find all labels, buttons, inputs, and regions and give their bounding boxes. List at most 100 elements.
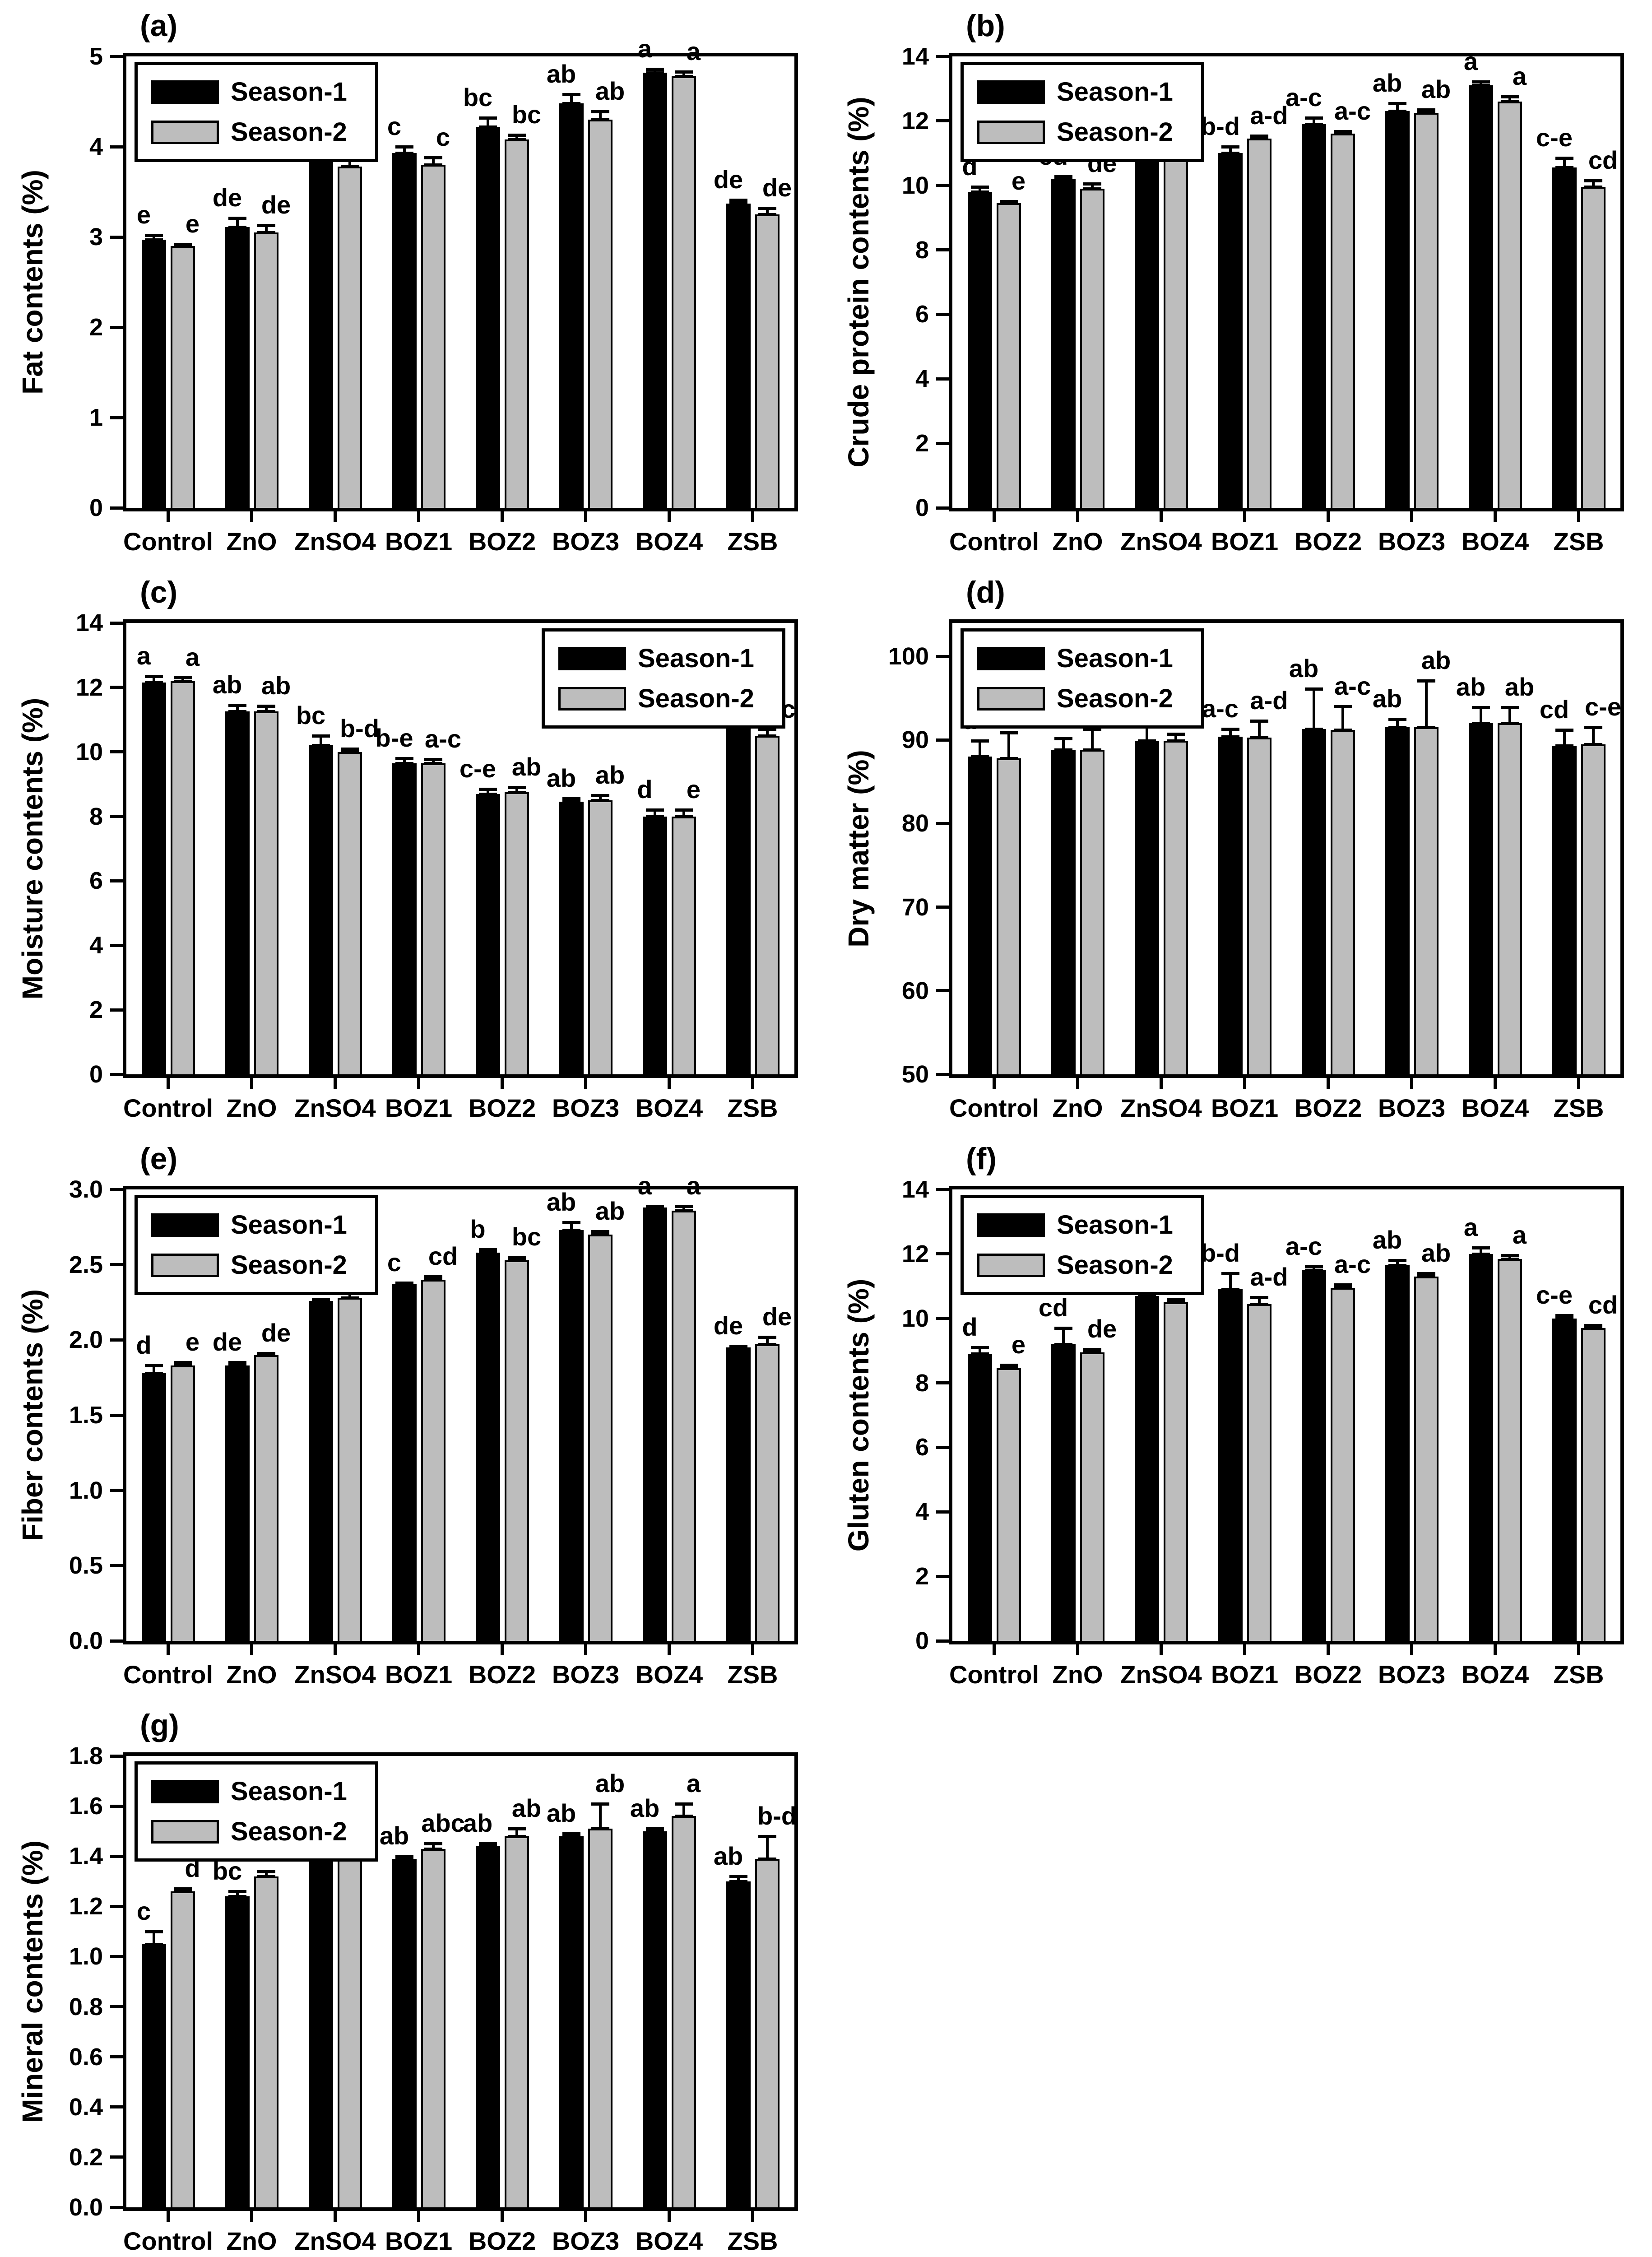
error-bar-cap-top xyxy=(591,1230,609,1234)
y-tick xyxy=(110,145,123,149)
sig-letter-g-s1-zsb: ab xyxy=(713,1841,743,1870)
bar-g-s2-boz4 xyxy=(671,1816,696,2207)
y-tick-label: 4 xyxy=(915,1498,929,1526)
error-bar-cap-bottom xyxy=(257,1875,275,1878)
sig-letter-f-s2-control: e xyxy=(1011,1330,1026,1359)
error-bar-cap-bottom xyxy=(1221,152,1239,155)
x-tick xyxy=(1577,511,1580,522)
x-tick xyxy=(993,511,996,522)
y-tick-label: 2 xyxy=(89,314,103,341)
x-tick-label-znso4: ZnSO4 xyxy=(294,1094,376,1122)
error-bar-cap-top xyxy=(591,110,609,113)
x-tick xyxy=(334,1644,337,1655)
error-bar-cap-top xyxy=(758,207,776,210)
bar-c-s2-boz4 xyxy=(671,816,696,1074)
x-tick xyxy=(417,511,420,522)
error-bar xyxy=(978,741,981,757)
error-bar xyxy=(515,787,518,792)
sig-letter-f-s1-boz2: a-c xyxy=(1285,1232,1322,1261)
y-tick xyxy=(936,906,949,909)
error-bar xyxy=(152,1931,155,1944)
legend-label-season2: Season-2 xyxy=(1057,684,1173,713)
y-tick-label: 70 xyxy=(901,893,929,921)
error-bar xyxy=(432,1844,435,1849)
y-tick xyxy=(936,738,949,742)
error-bar-cap-bottom xyxy=(1417,726,1435,729)
error-bar-cap-bottom xyxy=(1388,1263,1406,1267)
error-bar-cap-bottom xyxy=(257,710,275,714)
sig-letter-d-s1-boz2: ab xyxy=(1289,654,1319,683)
error-bar-cap-top xyxy=(1054,1327,1072,1330)
error-bar-cap-bottom xyxy=(758,213,776,216)
y-tick-label: 12 xyxy=(75,673,103,701)
x-tick-label-control: Control xyxy=(949,527,1039,556)
error-bar-cap-bottom xyxy=(999,202,1018,205)
sig-letter-f-s2-boz4: a xyxy=(1512,1221,1527,1249)
error-bar-cap-top xyxy=(478,1248,497,1252)
error-bar-cap-top xyxy=(758,1335,776,1339)
error-bar-cap-bottom xyxy=(591,1827,609,1831)
bar-d-s1-boz4 xyxy=(1468,723,1493,1074)
legend-row-season2: Season-2 xyxy=(151,117,362,147)
y-tick xyxy=(110,1338,123,1342)
legend-swatch-season2 xyxy=(151,1820,219,1844)
y-tick-label: 0.5 xyxy=(69,1552,103,1579)
bar-a-s1-zsb xyxy=(726,204,751,508)
error-bar-cap-top xyxy=(144,674,163,678)
x-tick xyxy=(1160,1078,1163,1089)
sig-letter-a-s2-boz3: ab xyxy=(595,77,625,105)
bar-b-s1-zno xyxy=(1051,179,1076,508)
legend-swatch-season1 xyxy=(977,646,1045,670)
error-bar-cap-bottom xyxy=(1304,1268,1323,1272)
error-bar-cap-bottom xyxy=(1304,728,1323,731)
x-tick xyxy=(250,511,253,522)
x-tick xyxy=(1076,1078,1079,1089)
sig-letter-g-s2-boz3: ab xyxy=(595,1769,625,1797)
y-tick xyxy=(110,686,123,689)
error-bar-cap-top xyxy=(591,794,609,798)
panel-tag-g: (g) xyxy=(140,1708,179,1742)
error-bar xyxy=(152,676,155,683)
y-tick xyxy=(936,119,949,123)
error-bar xyxy=(1229,1273,1232,1290)
x-tick xyxy=(993,1644,996,1655)
error-bar-cap-top xyxy=(424,156,442,159)
error-bar xyxy=(1258,720,1261,738)
y-tick xyxy=(936,312,949,316)
legend-swatch-season1 xyxy=(151,1213,219,1237)
bar-a-s2-zno xyxy=(254,232,278,508)
error-bar-cap-bottom xyxy=(1584,186,1602,189)
sig-letter-c-s1-control: a xyxy=(136,641,151,670)
bar-e-s1-boz4 xyxy=(642,1207,667,1641)
x-tick-label-zno: ZnO xyxy=(1052,527,1103,556)
error-bar xyxy=(1007,732,1010,758)
legend-label-season2: Season-2 xyxy=(231,117,347,147)
error-bar-cap-top xyxy=(395,145,413,149)
error-bar-cap-bottom xyxy=(395,762,413,765)
sig-letter-g-s1-boz1: ab xyxy=(379,1821,409,1850)
sig-letter-c-s1-zno: ab xyxy=(212,670,242,699)
y-tick xyxy=(110,1754,123,1758)
error-bar xyxy=(432,759,435,763)
bar-f-s1-zno xyxy=(1051,1344,1076,1641)
error-bar-cap-top xyxy=(144,1364,163,1367)
y-tick xyxy=(110,621,123,625)
sig-letter-c-s2-boz4: e xyxy=(686,775,701,804)
y-tick xyxy=(110,943,123,947)
error-bar xyxy=(1258,1297,1261,1304)
y-tick xyxy=(110,2005,123,2009)
y-tick-label: 6 xyxy=(89,867,103,895)
error-bar-cap-bottom xyxy=(1054,748,1072,752)
error-bar-cap-top xyxy=(1083,1347,1101,1351)
bar-d-s2-zno xyxy=(1080,750,1104,1074)
bar-f-s2-control xyxy=(996,1368,1021,1641)
legend-swatch-season1 xyxy=(977,80,1045,104)
error-bar-cap-bottom xyxy=(228,1895,246,1899)
error-bar xyxy=(1396,1260,1399,1265)
error-bar xyxy=(766,1836,769,1859)
bar-a-s1-znso4 xyxy=(308,159,333,508)
bar-b-s2-znso4 xyxy=(1163,158,1188,508)
bar-d-s1-control xyxy=(967,757,992,1074)
error-bar-cap-bottom xyxy=(144,1942,163,1946)
x-tick-label-zno: ZnO xyxy=(1052,1660,1103,1689)
